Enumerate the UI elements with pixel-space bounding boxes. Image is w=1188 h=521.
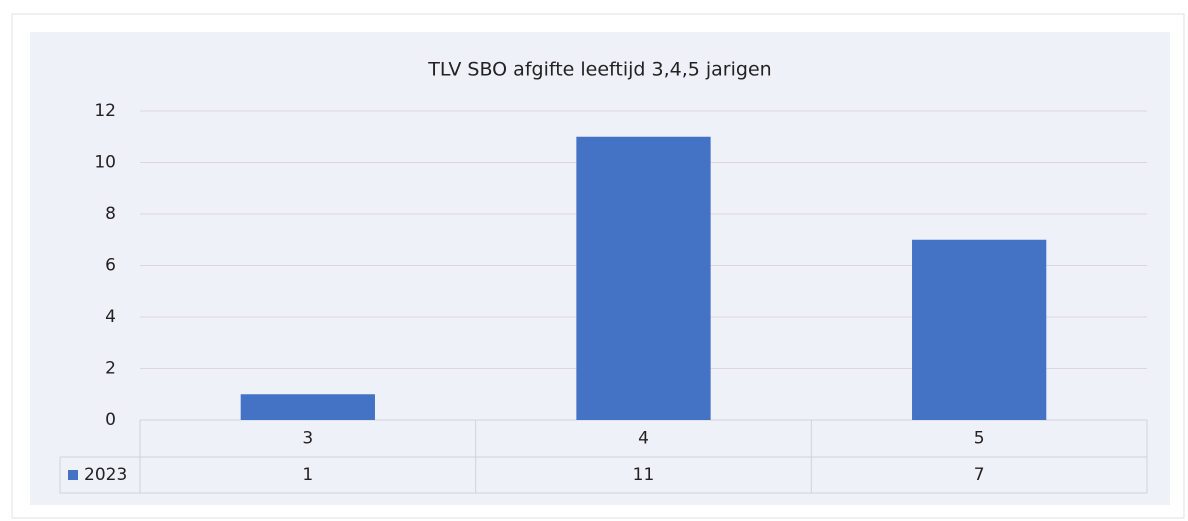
table-value: 11 [633,465,655,485]
y-tick-label: 2 [105,359,116,379]
bar [912,239,1047,420]
legend-label: 2023 [84,465,127,485]
chart-title: TLV SBO afgifte leeftijd 3,4,5 jarigen [427,59,771,81]
table-value: 1 [302,465,313,485]
x-tick-label: 3 [302,429,313,449]
y-tick-label: 12 [94,101,116,121]
x-tick-label: 4 [638,429,649,449]
bar [576,136,711,420]
y-tick-label: 10 [94,153,116,173]
y-tick-label: 6 [105,256,116,276]
y-tick-label: 4 [105,307,116,327]
table-value: 7 [974,465,985,485]
legend-swatch [68,470,78,480]
y-tick-label: 0 [105,410,116,430]
y-tick-label: 8 [105,204,116,224]
bar [240,394,375,420]
x-tick-label: 5 [974,429,985,449]
